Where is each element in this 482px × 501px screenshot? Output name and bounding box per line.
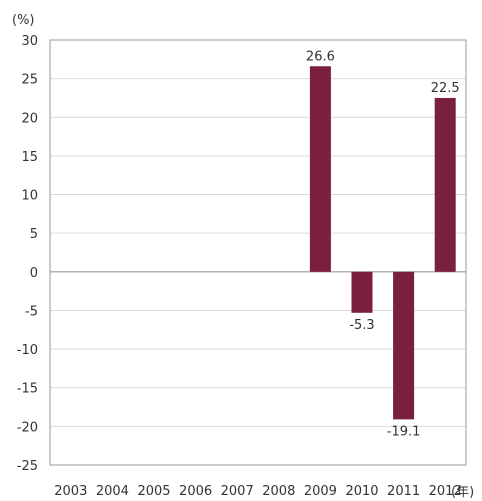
data-label: 22.5 — [431, 81, 460, 96]
bar — [393, 271, 415, 420]
bar — [309, 66, 331, 272]
y-tick-label: 15 — [21, 150, 38, 165]
x-tick-labels: 2003 2004 2005 2006 2007 2008 2009 2010 2011 2012 — [54, 484, 461, 499]
plot-frame — [49, 39, 467, 466]
y-tick-label: -5 — [25, 304, 38, 319]
x-tick-label: 2012 — [429, 484, 462, 499]
y-tick-label: 0 — [30, 266, 38, 281]
x-tick-label: 2006 — [179, 484, 212, 499]
y-tick-labels: 30 25 20 15 10 5 0 -5 -10 -15 -20 -25 — [17, 34, 38, 474]
data-label: -5.3 — [349, 318, 374, 333]
y-tick-label: 25 — [21, 73, 38, 88]
x-tick-label: 2007 — [221, 484, 254, 499]
bar — [434, 97, 456, 272]
x-tick-label: 2008 — [262, 484, 295, 499]
x-tick-label: 2011 — [387, 484, 420, 499]
y-tick-label: 5 — [30, 227, 38, 242]
y-tick-label: -20 — [17, 420, 38, 435]
data-labels: 26.6 -5.3 -19.1 22.5 — [306, 49, 460, 439]
y-tick-label: 10 — [21, 189, 38, 204]
y-tick-label: 30 — [21, 34, 38, 49]
x-tick-label: 2010 — [345, 484, 378, 499]
y-tick-label: -15 — [17, 382, 38, 397]
data-label: 26.6 — [306, 49, 335, 64]
y-tick-label: -25 — [17, 459, 38, 474]
x-tick-label: 2005 — [137, 484, 170, 499]
x-tick-label: 2004 — [96, 484, 129, 499]
x-tick-label: 2003 — [54, 484, 87, 499]
bars — [309, 66, 456, 420]
y-tick-label: -10 — [17, 343, 38, 358]
bar — [351, 271, 373, 313]
x-axis-unit-label: (年) — [451, 485, 474, 500]
y-tick-label: 20 — [21, 111, 38, 126]
x-tick-label: 2009 — [304, 484, 337, 499]
data-label: -19.1 — [387, 424, 421, 439]
y-axis-unit-label: (%) — [12, 13, 35, 28]
